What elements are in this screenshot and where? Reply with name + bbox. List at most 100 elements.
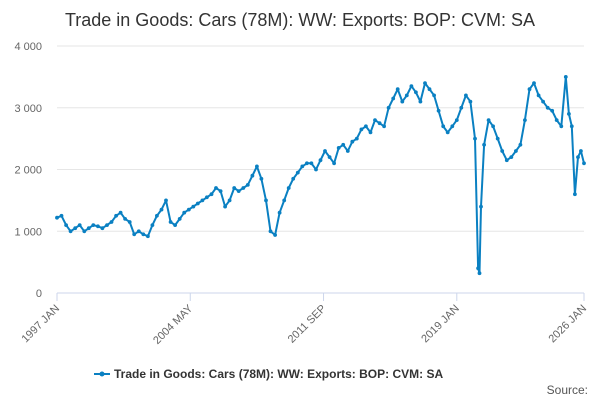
data-point[interactable]	[359, 127, 364, 132]
data-point[interactable]	[509, 155, 514, 160]
data-point[interactable]	[527, 87, 532, 92]
data-point[interactable]	[473, 136, 477, 141]
data-point[interactable]	[514, 149, 518, 153]
data-point[interactable]	[382, 124, 386, 129]
data-point[interactable]	[476, 266, 480, 271]
data-point[interactable]	[532, 81, 536, 85]
data-point[interactable]	[159, 207, 164, 212]
data-point[interactable]	[545, 105, 550, 110]
data-point[interactable]	[195, 201, 200, 206]
data-point[interactable]	[454, 118, 459, 122]
data-point[interactable]	[391, 96, 396, 101]
data-point[interactable]	[579, 149, 583, 153]
data-point[interactable]	[345, 149, 350, 153]
data-point[interactable]	[150, 223, 155, 228]
data-point[interactable]	[68, 229, 73, 234]
data-point[interactable]	[495, 136, 500, 141]
data-point[interactable]	[504, 158, 509, 163]
data-point[interactable]	[309, 161, 314, 166]
data-point[interactable]	[105, 223, 109, 228]
data-point[interactable]	[86, 226, 91, 231]
data-point[interactable]	[576, 155, 580, 160]
data-point[interactable]	[255, 164, 259, 169]
data-point[interactable]	[364, 124, 368, 129]
data-point[interactable]	[450, 124, 455, 129]
data-point[interactable]	[191, 204, 196, 209]
data-point[interactable]	[132, 232, 137, 237]
data-point[interactable]	[423, 81, 427, 85]
data-point[interactable]	[318, 158, 323, 163]
data-point[interactable]	[209, 192, 214, 197]
data-point[interactable]	[218, 189, 223, 194]
data-point[interactable]	[282, 198, 287, 203]
data-point[interactable]	[336, 146, 341, 150]
data-point[interactable]	[341, 142, 346, 147]
data-point[interactable]	[500, 149, 505, 153]
data-point[interactable]	[386, 105, 391, 110]
data-point[interactable]	[491, 124, 495, 129]
data-point[interactable]	[182, 210, 187, 215]
data-point[interactable]	[241, 186, 246, 190]
data-point[interactable]	[82, 229, 87, 234]
data-point[interactable]	[77, 223, 82, 228]
source-credit[interactable]: Source:	[547, 383, 588, 397]
data-point[interactable]	[268, 229, 273, 234]
data-point[interactable]	[73, 226, 78, 231]
data-point[interactable]	[146, 234, 150, 239]
data-point[interactable]	[59, 213, 64, 218]
data-point[interactable]	[164, 198, 168, 203]
data-point[interactable]	[486, 118, 491, 122]
data-point[interactable]	[136, 229, 141, 234]
data-point[interactable]	[214, 186, 218, 190]
data-point[interactable]	[377, 121, 382, 126]
data-point[interactable]	[232, 186, 237, 190]
data-point[interactable]	[436, 108, 441, 113]
data-point[interactable]	[404, 93, 409, 98]
data-point[interactable]	[305, 161, 309, 166]
data-point[interactable]	[186, 207, 191, 212]
data-point[interactable]	[141, 232, 146, 237]
data-point[interactable]	[400, 99, 405, 104]
data-point[interactable]	[573, 192, 577, 197]
data-point[interactable]	[123, 217, 127, 221]
data-point[interactable]	[114, 213, 118, 218]
data-point[interactable]	[414, 90, 418, 95]
legend[interactable]: Trade in Goods: Cars (78M): WW: Exports:…	[94, 367, 443, 381]
data-point[interactable]	[354, 136, 359, 141]
data-point[interactable]	[300, 164, 305, 169]
data-point[interactable]	[273, 233, 277, 237]
data-point[interactable]	[277, 210, 282, 215]
data-point[interactable]	[227, 198, 232, 203]
data-point[interactable]	[418, 99, 423, 104]
data-point[interactable]	[264, 198, 268, 203]
data-point[interactable]	[109, 220, 114, 224]
data-point[interactable]	[569, 124, 574, 129]
data-point[interactable]	[291, 176, 296, 181]
data-point[interactable]	[541, 99, 545, 104]
data-point[interactable]	[432, 93, 436, 98]
data-point[interactable]	[550, 108, 555, 113]
data-point[interactable]	[259, 176, 264, 181]
data-point[interactable]	[482, 142, 486, 147]
data-point[interactable]	[368, 130, 373, 135]
data-point[interactable]	[286, 186, 291, 190]
data-point[interactable]	[567, 112, 571, 116]
data-point[interactable]	[427, 87, 432, 92]
data-point[interactable]	[245, 183, 250, 187]
data-point[interactable]	[96, 224, 100, 229]
data-point[interactable]	[295, 170, 300, 175]
data-point[interactable]	[445, 130, 450, 135]
data-point[interactable]	[582, 161, 586, 166]
data-point[interactable]	[100, 226, 105, 231]
data-point[interactable]	[323, 149, 327, 153]
data-point[interactable]	[332, 161, 336, 166]
data-point[interactable]	[409, 84, 414, 88]
data-point[interactable]	[468, 99, 473, 104]
data-point[interactable]	[200, 198, 205, 203]
data-point[interactable]	[554, 118, 559, 122]
data-point[interactable]	[536, 93, 541, 98]
data-point[interactable]	[168, 220, 173, 224]
data-point[interactable]	[127, 220, 132, 224]
data-point[interactable]	[523, 118, 527, 122]
data-point[interactable]	[350, 139, 355, 144]
